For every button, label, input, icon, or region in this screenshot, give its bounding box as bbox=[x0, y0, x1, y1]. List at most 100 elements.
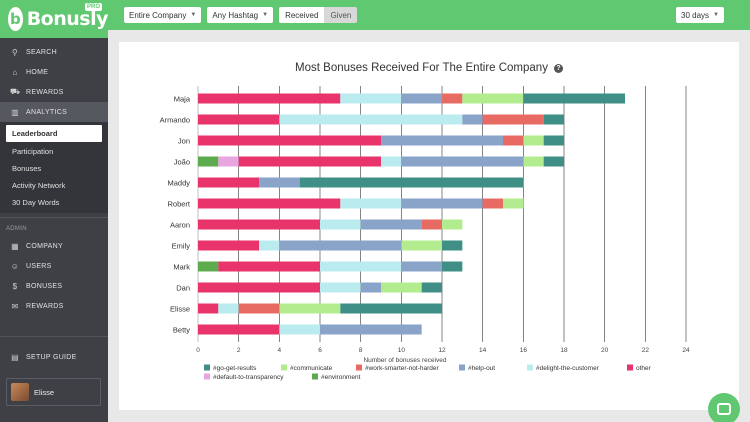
bar-segment[interactable] bbox=[523, 135, 544, 146]
bar-segment[interactable] bbox=[462, 93, 524, 104]
legend-label[interactable]: #delight-the-customer bbox=[536, 365, 600, 372]
sidebar-item-analytics[interactable]: ▥ ANALYTICS bbox=[0, 102, 108, 122]
bar-segment[interactable] bbox=[198, 156, 219, 167]
chat-button[interactable] bbox=[708, 393, 740, 422]
legend-label[interactable]: #environment bbox=[321, 374, 361, 381]
bar-segment[interactable] bbox=[401, 198, 483, 209]
analytics-sub-activity-network[interactable]: Activity Network bbox=[12, 181, 66, 190]
bar-segment[interactable] bbox=[198, 219, 320, 230]
users-icon: ☺ bbox=[10, 261, 20, 271]
analytics-sub-30-day-words[interactable]: 30 Day Words bbox=[12, 198, 60, 207]
bar-segment[interactable] bbox=[442, 240, 463, 251]
bar-segment[interactable] bbox=[360, 282, 381, 293]
bar-segment[interactable] bbox=[503, 135, 524, 146]
legend-label[interactable]: #go-get-results bbox=[213, 365, 257, 372]
legend-label[interactable]: #help-out bbox=[468, 365, 495, 372]
analytics-sub-leaderboard[interactable]: Leaderboard bbox=[6, 125, 102, 142]
sidebar-item-rewards[interactable]: ⛟ REWARDS bbox=[0, 82, 108, 102]
bar-segment[interactable] bbox=[259, 177, 300, 188]
book-icon: ▤ bbox=[11, 352, 19, 362]
sidebar-item-setup-guide[interactable]: ▤ SETUP GUIDE bbox=[0, 347, 108, 367]
bar-segment[interactable] bbox=[198, 135, 381, 146]
legend-label[interactable]: other bbox=[636, 365, 652, 372]
bar-segment[interactable] bbox=[442, 93, 463, 104]
bar-segment[interactable] bbox=[238, 303, 280, 314]
bar-segment[interactable] bbox=[523, 156, 544, 167]
bar-segment[interactable] bbox=[218, 156, 239, 167]
bar-segment[interactable] bbox=[198, 177, 259, 188]
bar-segment[interactable] bbox=[543, 156, 564, 167]
bar-segment[interactable] bbox=[198, 93, 341, 104]
bar-segment[interactable] bbox=[198, 282, 320, 293]
bar-segment[interactable] bbox=[320, 324, 422, 335]
admin-section-label: ADMIN bbox=[6, 226, 27, 232]
bar-segment[interactable] bbox=[401, 156, 524, 167]
user-menu[interactable]: Elisse bbox=[6, 378, 101, 406]
y-category-label: Armando bbox=[160, 116, 190, 125]
help-icon[interactable]: ? bbox=[553, 64, 563, 73]
bar-segment[interactable] bbox=[198, 303, 219, 314]
sidebar-item-rewards[interactable]: ✉ REWARDS bbox=[0, 296, 108, 316]
received-button[interactable]: Received bbox=[279, 7, 325, 23]
bar-segment[interactable] bbox=[442, 219, 463, 230]
bar-segment[interactable] bbox=[218, 261, 320, 272]
bar-segment[interactable] bbox=[543, 114, 564, 125]
sidebar-item-home[interactable]: ⌂ HOME bbox=[0, 62, 108, 82]
bar-segment[interactable] bbox=[320, 261, 402, 272]
bar-segment[interactable] bbox=[279, 114, 463, 125]
bar-segment[interactable] bbox=[279, 303, 341, 314]
bar-segment[interactable] bbox=[482, 114, 544, 125]
bar-segment[interactable] bbox=[503, 198, 524, 209]
bar-segment[interactable] bbox=[198, 240, 259, 251]
bar-segment[interactable] bbox=[198, 198, 341, 209]
bar-segment[interactable] bbox=[401, 93, 442, 104]
date-range-select[interactable]: 30 days ▼ bbox=[676, 7, 724, 23]
bar-segment[interactable] bbox=[238, 156, 381, 167]
bar-segment[interactable] bbox=[259, 240, 280, 251]
sidebar-item-search[interactable]: ⚲ SEARCH bbox=[0, 42, 108, 62]
brand-name: Bonusly bbox=[26, 8, 109, 30]
pro-badge: PRO bbox=[84, 3, 102, 11]
analytics-sub-participation[interactable]: Participation bbox=[12, 147, 54, 156]
bar-segment[interactable] bbox=[360, 219, 422, 230]
bar-segment[interactable] bbox=[482, 198, 503, 209]
bar-segment[interactable] bbox=[198, 114, 280, 125]
legend-label[interactable]: #communicate bbox=[290, 365, 333, 372]
company-filter-select[interactable]: Entire Company ▼ bbox=[124, 7, 202, 23]
given-button[interactable]: Given bbox=[324, 7, 358, 23]
bar-segment[interactable] bbox=[381, 135, 503, 146]
sidebar-item-users[interactable]: ☺ USERS bbox=[0, 256, 108, 276]
bar-segment[interactable] bbox=[198, 324, 280, 335]
bar-segment[interactable] bbox=[381, 156, 402, 167]
bar-segment[interactable] bbox=[320, 282, 361, 293]
bar-segment[interactable] bbox=[401, 240, 442, 251]
bar-segment[interactable] bbox=[421, 282, 442, 293]
bar-segment[interactable] bbox=[299, 177, 524, 188]
y-category-label: Maddy bbox=[167, 179, 190, 188]
sidebar-item-label: SEARCH bbox=[26, 48, 57, 56]
bar-segment[interactable] bbox=[381, 282, 422, 293]
sidebar-item-label: COMPANY bbox=[26, 242, 63, 250]
bar-segment[interactable] bbox=[218, 303, 239, 314]
hashtag-filter-select[interactable]: Any Hashtag ▼ bbox=[207, 7, 274, 23]
x-tick-label: 14 bbox=[479, 347, 487, 354]
bar-segment[interactable] bbox=[543, 135, 564, 146]
brand-logo[interactable]: b Bonusly PRO bbox=[0, 0, 109, 38]
legend-label[interactable]: #work-smarter-not-harder bbox=[365, 365, 440, 372]
bar-segment[interactable] bbox=[279, 240, 402, 251]
bar-segment[interactable] bbox=[421, 219, 442, 230]
bar-segment[interactable] bbox=[523, 93, 625, 104]
bar-segment[interactable] bbox=[340, 303, 442, 314]
bar-segment[interactable] bbox=[279, 324, 320, 335]
bar-segment[interactable] bbox=[320, 219, 361, 230]
bar-segment[interactable] bbox=[442, 261, 463, 272]
sidebar-item-company[interactable]: ▦ COMPANY bbox=[0, 236, 108, 256]
sidebar-item-bonuses[interactable]: $ BONUSES bbox=[0, 276, 108, 296]
analytics-sub-bonuses[interactable]: Bonuses bbox=[12, 164, 42, 173]
bar-segment[interactable] bbox=[198, 261, 219, 272]
legend-label[interactable]: #default-to-transparency bbox=[213, 374, 284, 381]
bar-segment[interactable] bbox=[340, 198, 402, 209]
bar-segment[interactable] bbox=[462, 114, 483, 125]
bar-segment[interactable] bbox=[340, 93, 402, 104]
bar-segment[interactable] bbox=[401, 261, 442, 272]
